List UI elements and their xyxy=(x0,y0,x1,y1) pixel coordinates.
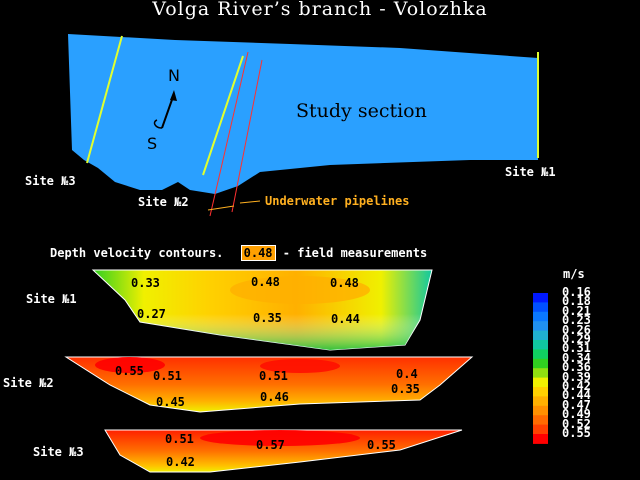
scale-swatch-8 xyxy=(533,368,548,379)
section2-label: Site №2 xyxy=(3,376,54,390)
scale-swatch-5 xyxy=(533,340,548,350)
s2-m7: 0.46 xyxy=(260,390,289,404)
s2-m3: 0.51 xyxy=(259,369,288,383)
study-section-label: Study section xyxy=(296,100,427,122)
section2-core-mid xyxy=(260,359,340,373)
scale-swatch-7 xyxy=(533,358,548,369)
scale-label-0: 0.16 xyxy=(562,285,591,299)
s1-m3: 0.48 xyxy=(330,276,359,290)
s2-m6: 0.45 xyxy=(156,395,185,409)
scale-label-14: 0.52 xyxy=(562,416,591,431)
pipeline-2 xyxy=(231,59,263,213)
s1-m2: 0.48 xyxy=(251,275,280,289)
scale-labels: 0.16 0.18 0.21 0.23 0.26 0.29 0.31 0.34 0.36 0.39… xyxy=(562,285,591,441)
contours-title: Depth velocity contours. 0.48 - field me… xyxy=(50,245,428,261)
contours-suffix: - field measurements xyxy=(282,246,428,260)
section3-core xyxy=(200,430,360,446)
scale-label-10: 0.42 xyxy=(562,379,591,394)
pipeline-1 xyxy=(209,51,249,217)
s2-m1: 0.55 xyxy=(115,364,144,378)
s2-m4: 0.4 xyxy=(396,367,418,381)
scale-swatch-2 xyxy=(533,311,548,322)
scale-unit: m/s xyxy=(563,267,585,281)
s2-m2: 0.51 xyxy=(153,369,182,383)
measurement-badge: 0.48 xyxy=(240,245,276,261)
page-title: Volga River’s branch - Volozhka xyxy=(152,0,488,20)
scale-label-12: 0.47 xyxy=(562,397,591,412)
s3-m1: 0.51 xyxy=(165,432,194,446)
scale-swatch-10 xyxy=(533,387,548,397)
map-site2-label: Site №2 xyxy=(138,195,189,209)
contours-prefix: Depth velocity contours. xyxy=(50,246,224,260)
s1-m6: 0.44 xyxy=(331,312,360,326)
section3-profile xyxy=(104,429,463,473)
scale-label-9: 0.39 xyxy=(562,369,591,384)
section2-profile xyxy=(64,356,474,413)
scale-label-11: 0.44 xyxy=(562,388,591,403)
section3-label: Site №3 xyxy=(33,445,84,459)
s3-m3: 0.55 xyxy=(367,438,396,452)
compass-s-label: S xyxy=(147,134,158,153)
scale-swatch-11 xyxy=(533,396,548,407)
s1-m5: 0.35 xyxy=(253,311,282,325)
cross-section-site2 xyxy=(202,55,244,176)
scale-label-3: 0.23 xyxy=(562,313,591,328)
map-site3-label: Site №3 xyxy=(25,174,76,188)
pipeline-pointer-2 xyxy=(239,200,261,204)
s1-m1: 0.33 xyxy=(131,276,160,290)
scale-swatch-15 xyxy=(533,434,548,444)
s3-m2: 0.57 xyxy=(256,438,285,452)
compass-n-label: N xyxy=(168,66,180,85)
scale-label-6: 0.31 xyxy=(562,341,591,356)
pipeline-pointer xyxy=(207,205,235,211)
scale-swatch-9 xyxy=(533,377,548,388)
scale-swatch-14 xyxy=(533,424,548,435)
section1-label: Site №1 xyxy=(26,292,77,306)
scale-swatch-13 xyxy=(533,415,548,426)
s1-m4: 0.27 xyxy=(137,307,166,321)
pipelines-label: Underwater pipelines xyxy=(265,194,410,208)
cross-section-site3 xyxy=(86,35,123,164)
scale-label-2: 0.21 xyxy=(562,303,591,318)
section2-core-left xyxy=(95,357,165,373)
scale-label-8: 0.36 xyxy=(562,360,591,375)
scale-swatch-6 xyxy=(533,349,548,360)
velocity-color-scale xyxy=(533,293,548,444)
scale-swatch-3 xyxy=(533,321,548,332)
s3-m4: 0.42 xyxy=(166,455,195,469)
scale-swatch-12 xyxy=(533,405,548,416)
scale-label-15: 0.55 xyxy=(562,426,591,441)
section1-core xyxy=(230,276,370,304)
map-site1-label: Site №1 xyxy=(505,165,556,179)
compass-tail xyxy=(153,119,163,129)
scale-swatch-0 xyxy=(533,293,548,303)
scale-swatch-4 xyxy=(533,330,548,341)
scale-label-7: 0.34 xyxy=(562,350,591,365)
scale-label-5: 0.29 xyxy=(562,332,591,347)
s2-m5: 0.35 xyxy=(391,382,420,396)
scale-swatch-1 xyxy=(533,302,548,313)
scale-label-13: 0.49 xyxy=(562,407,591,422)
compass-arrowhead xyxy=(170,90,177,101)
scale-label-1: 0.18 xyxy=(562,294,591,309)
river-body xyxy=(68,34,538,194)
scale-label-4: 0.26 xyxy=(562,322,591,337)
